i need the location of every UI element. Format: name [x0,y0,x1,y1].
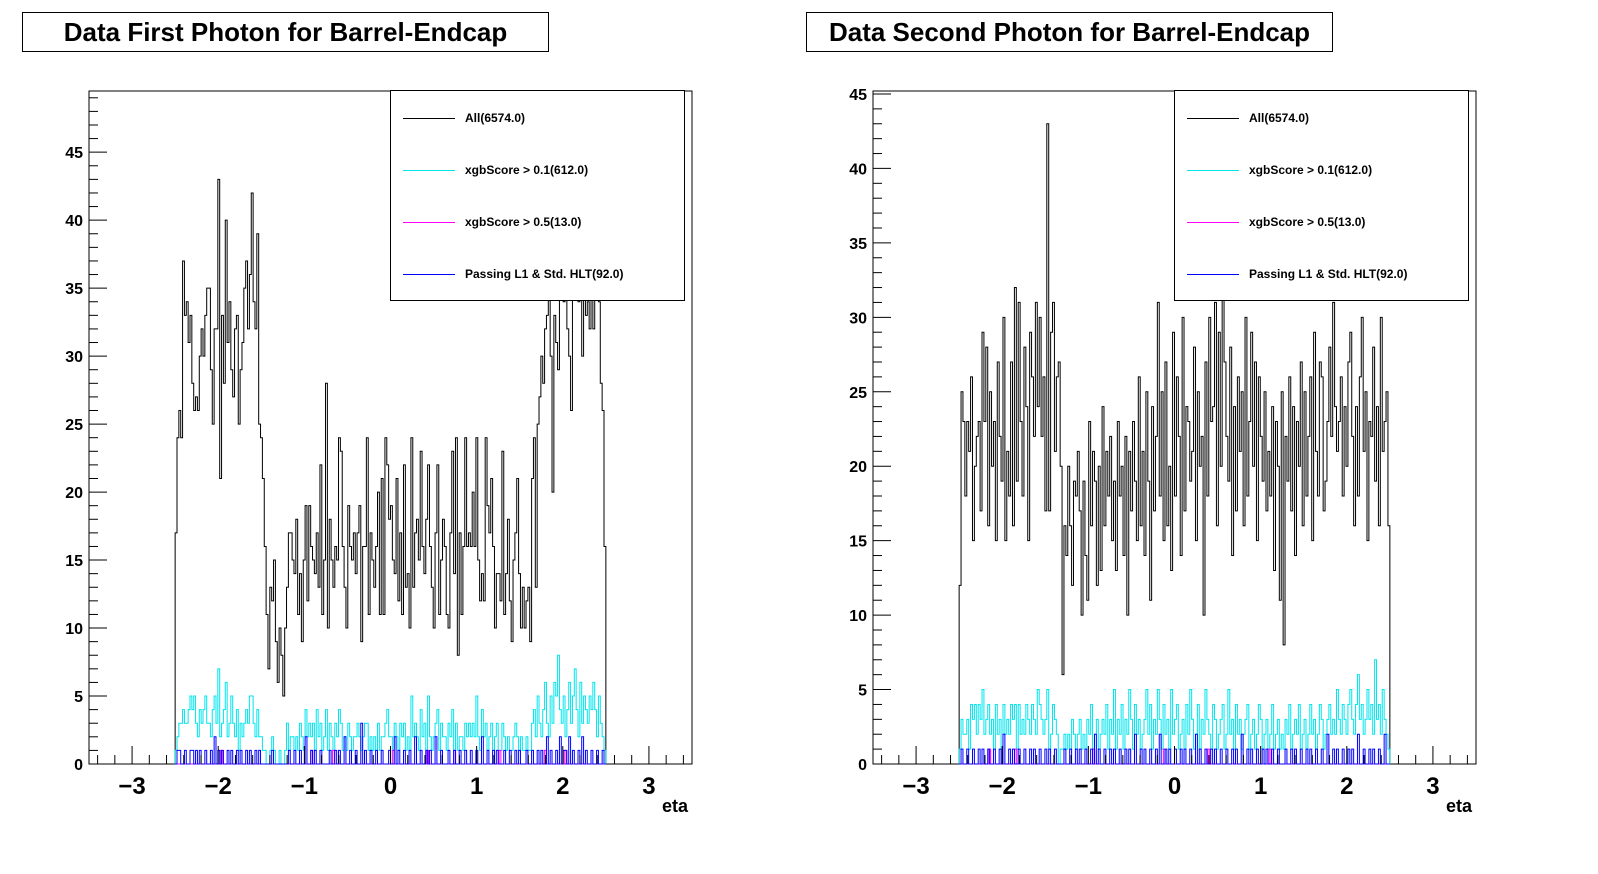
x-tick-label: 1 [470,773,483,800]
x-tick-label: −1 [1075,773,1102,800]
y-tick-label: 15 [65,553,83,570]
y-tick-label: 10 [849,608,867,625]
y-tick-label: 0 [74,757,83,774]
panel-first-photon: 0 5 10 15 20 25 30 35 40 45 −3 −2 −1 0 1 2 3 Data First … [22,12,693,816]
y-tick-label: 20 [65,485,83,502]
chart-title: Data Second Photon for Barrel-Endcap [806,12,1333,52]
y-tick-label: 20 [849,459,867,476]
legend-label: All(6574.0) [465,111,526,125]
legend: All(6574.0) xgbScore > 0.1(612.0) xgbSco… [1174,90,1469,301]
legend-item-l1-hlt: Passing L1 & Std. HLT(92.0) [391,265,684,285]
legend-swatch [1187,118,1239,119]
x-tick-label: −3 [902,773,929,800]
legend-swatch [1187,222,1239,223]
x-tick-label: 2 [556,773,569,800]
legend-label: xgbScore > 0.1(612.0) [1249,163,1373,177]
y-tick-label: 0 [858,757,867,774]
legend-item-all: All(6574.0) [391,109,684,129]
panel-second-photon: 0 5 10 15 20 25 30 35 40 45 −3 −2 −1 0 1 2 3 Data Second… [784,0,1583,874]
legend-label: xgbScore > 0.5(13.0) [1249,215,1366,229]
x-axis-label: eta [1446,796,1473,816]
x-tick-label: 3 [642,773,655,800]
legend-item-xgb-01: xgbScore > 0.1(612.0) [391,161,684,181]
y-tick-label: 30 [849,310,867,327]
legend-label: Passing L1 & Std. HLT(92.0) [465,267,624,281]
y-tick-label: 15 [849,534,867,551]
x-tick-label: 2 [1340,773,1353,800]
series-line-0 [958,123,1391,764]
y-tick-label: 10 [65,621,83,638]
x-tick-label: −2 [989,773,1016,800]
legend-swatch [403,170,455,171]
legend-item-xgb-05: xgbScore > 0.5(13.0) [1175,213,1468,233]
legend: All(6574.0) xgbScore > 0.1(612.0) xgbSco… [390,90,685,301]
legend-label: Passing L1 & Std. HLT(92.0) [1249,267,1408,281]
legend-label: xgbScore > 0.5(13.0) [465,215,582,229]
y-tick-label: 25 [849,385,867,402]
series-line-1 [958,659,1391,765]
y-tick-label: 5 [74,689,83,706]
legend-item-all: All(6574.0) [1175,109,1468,129]
y-tick-label: 30 [65,349,83,366]
legend-label: All(6574.0) [1249,111,1310,125]
y-tick-label: 25 [65,417,83,434]
series-line-0 [174,178,607,764]
x-tick-label: 1 [1254,773,1267,800]
x-tick-label: −2 [205,773,232,800]
y-tick-label: 5 [858,683,867,700]
y-tick-label: 35 [849,236,867,253]
series-line-3 [175,722,606,765]
legend-item-xgb-05: xgbScore > 0.5(13.0) [391,213,684,233]
legend-swatch [403,118,455,119]
x-tick-label: 0 [1168,773,1181,800]
y-tick-label: 35 [65,281,83,298]
y-tick-label: 40 [65,213,83,230]
legend-swatch [403,274,455,275]
x-tick-label: −3 [118,773,145,800]
x-tick-label: 0 [384,773,397,800]
legend-item-xgb-01: xgbScore > 0.1(612.0) [1175,161,1468,181]
legend-label: xgbScore > 0.1(612.0) [465,163,589,177]
x-axis-label: eta [662,796,689,816]
y-tick-label: 40 [849,161,867,178]
legend-item-l1-hlt: Passing L1 & Std. HLT(92.0) [1175,265,1468,285]
legend-swatch [1187,170,1239,171]
y-tick-label: 45 [65,145,83,162]
x-tick-label: −1 [291,773,318,800]
chart-first-photon: 0 5 10 15 20 25 30 35 40 45 −3 −2 −1 0 1 2 3 [65,90,693,800]
chart-title: Data First Photon for Barrel-Endcap [22,12,549,52]
y-tick-label: 45 [849,87,867,104]
legend-swatch [403,222,455,223]
chart-second-photon: 0 5 10 15 20 25 30 35 40 45 −3 −2 −1 0 1 2 3 [849,87,1477,800]
legend-swatch [1187,274,1239,275]
x-tick-label: 3 [1426,773,1439,800]
